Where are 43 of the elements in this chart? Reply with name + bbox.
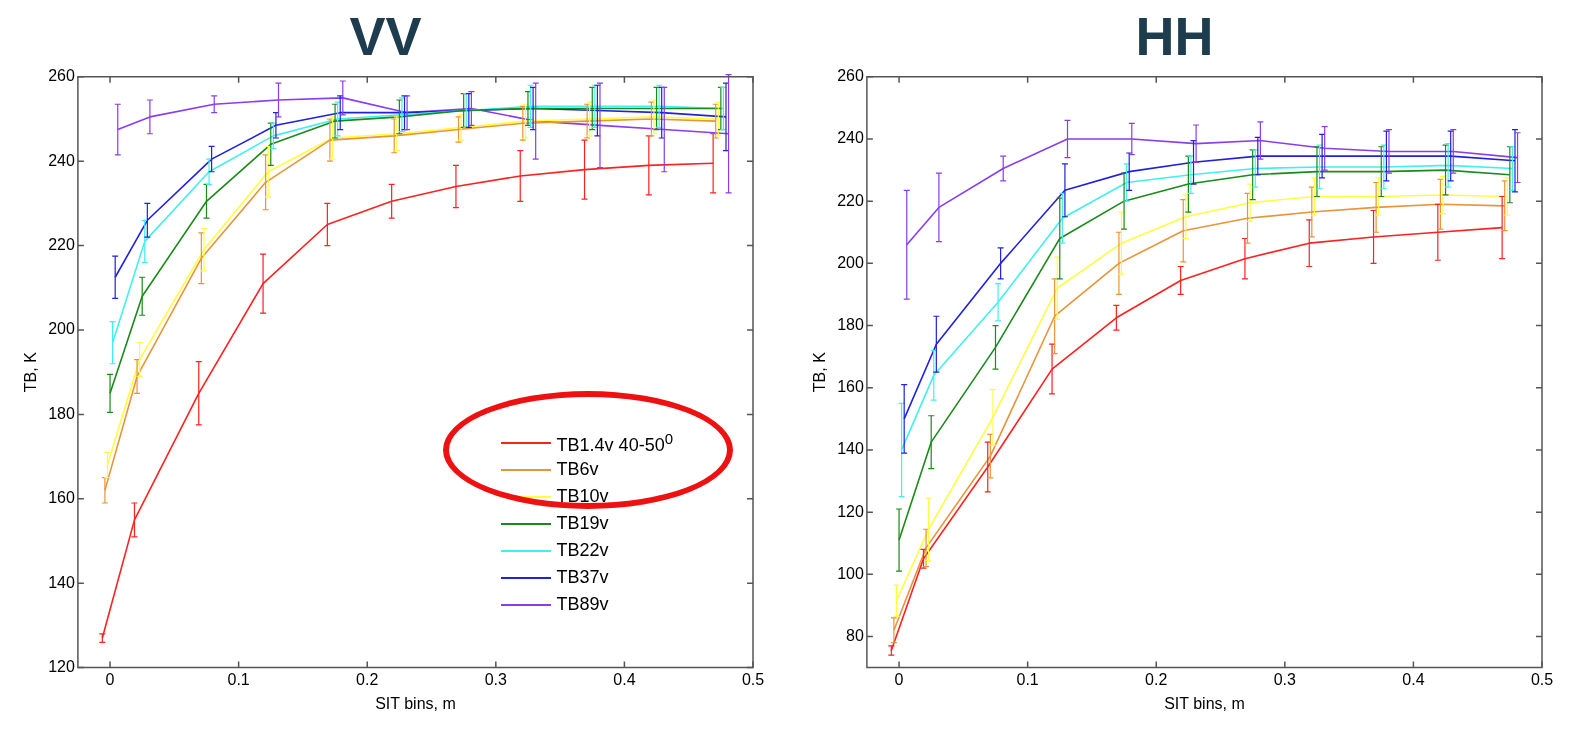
y-tick-label: 260 xyxy=(48,67,75,85)
x-tick-label: 0.5 xyxy=(1530,670,1554,688)
x-axis-title: SIT bins, m xyxy=(1164,694,1245,712)
y-tick-label: 100 xyxy=(837,564,864,582)
x-tick-label: 0.2 xyxy=(1145,670,1168,688)
legend-label: TB22v xyxy=(556,540,609,561)
y-tick-label: 240 xyxy=(837,129,864,147)
y-tick-label: 160 xyxy=(48,489,75,507)
x-tick-label: 0.1 xyxy=(1016,670,1039,688)
legend-label: TB37v xyxy=(556,567,609,588)
y-tick-label: 160 xyxy=(837,378,864,396)
legend-label: TB6v xyxy=(556,459,599,480)
y-tick-label: 200 xyxy=(48,320,75,338)
y-tick-label: 120 xyxy=(48,658,75,676)
x-axis-title: SIT bins, m xyxy=(375,694,456,712)
y-tick-label: 180 xyxy=(837,315,864,333)
x-tick-label: 0.4 xyxy=(1402,670,1425,688)
y-tick-label: 220 xyxy=(837,191,864,209)
y-tick-label: 80 xyxy=(846,626,864,644)
y-tick-label: 220 xyxy=(48,236,75,254)
x-tick-label: 0.4 xyxy=(613,670,636,688)
y-tick-label: 260 xyxy=(837,67,864,85)
chart-title: HH xyxy=(1135,6,1214,67)
y-tick-label: 140 xyxy=(48,573,75,591)
x-tick-label: 0.2 xyxy=(356,670,379,688)
chart-title: VV xyxy=(349,6,422,67)
y-tick-label: 180 xyxy=(48,404,75,422)
x-tick-label: 0 xyxy=(894,670,904,688)
legend-label: TB89v xyxy=(556,594,609,615)
y-axis-title: TB, K xyxy=(811,351,829,393)
y-axis-title: TB, K xyxy=(22,351,40,393)
x-tick-label: 0 xyxy=(105,670,115,688)
x-tick-label: 0.5 xyxy=(741,670,765,688)
y-tick-label: 120 xyxy=(837,502,864,520)
x-tick-label: 0.1 xyxy=(227,670,250,688)
y-tick-label: 240 xyxy=(48,151,75,169)
legend-label: TB10v xyxy=(556,486,609,507)
y-tick-label: 200 xyxy=(837,253,864,271)
x-tick-label: 0.3 xyxy=(1273,670,1297,688)
x-tick-label: 0.3 xyxy=(484,670,508,688)
y-tick-label: 140 xyxy=(837,440,864,458)
legend-label: TB19v xyxy=(556,513,609,534)
legend-label: TB1.4v 40-50$^{0}$ xyxy=(556,429,673,456)
